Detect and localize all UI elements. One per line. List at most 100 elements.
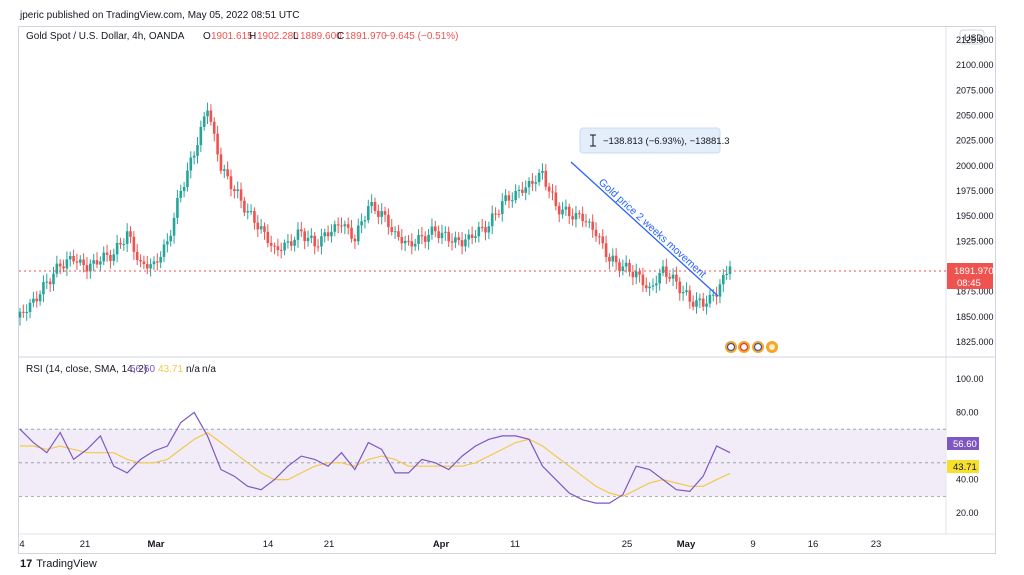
time-axis: 4 21 Mar 14 21 Apr 11 25 May 9 16 23 xyxy=(19,539,881,550)
candlestick-series xyxy=(18,102,732,326)
x-tick-label: Mar xyxy=(148,539,165,550)
candle-body xyxy=(18,311,22,318)
currency-badge[interactable] xyxy=(959,29,985,45)
candle-body xyxy=(340,225,343,227)
candle-body xyxy=(239,189,243,201)
x-tick-label: Apr xyxy=(433,539,450,550)
events-icons[interactable] xyxy=(725,341,778,353)
candle-body xyxy=(678,281,682,294)
candle-body xyxy=(279,249,283,251)
rsi-band xyxy=(19,428,946,497)
candle-body xyxy=(336,224,340,226)
candle-body xyxy=(480,226,484,228)
candle-body xyxy=(601,236,605,244)
candle-body xyxy=(544,170,548,187)
chart-frame[interactable] xyxy=(18,26,996,554)
candle-body xyxy=(460,240,464,247)
x-tick-label: 11 xyxy=(510,539,520,550)
rsi-na-2: n/a xyxy=(202,364,216,375)
ohlc-close-value: 1891.970 xyxy=(345,31,387,42)
candle-body xyxy=(547,186,551,192)
candle-body xyxy=(668,276,672,279)
candle-body xyxy=(253,211,256,223)
candle-body xyxy=(728,266,732,274)
candle-body xyxy=(323,232,327,237)
candle-body xyxy=(25,311,28,313)
candle-body xyxy=(105,252,109,255)
candle-body xyxy=(367,206,370,221)
candle-body xyxy=(665,266,668,277)
candle-body xyxy=(413,243,417,247)
candle-body xyxy=(293,239,296,246)
rsi-title: RSI (14, close, SMA, 14, 2) xyxy=(26,364,147,375)
candle-body xyxy=(494,213,497,215)
candle-body xyxy=(681,292,685,294)
candle-body xyxy=(68,256,72,260)
tradingview-logo-icon: 17 xyxy=(20,558,33,570)
candle-body xyxy=(427,234,430,242)
dividend-icon xyxy=(769,344,775,350)
candle-body xyxy=(152,261,156,265)
candle-body xyxy=(577,213,581,215)
price-tick-label: 2025.000 xyxy=(956,136,994,146)
candle-body xyxy=(303,231,306,242)
candle-body xyxy=(591,221,594,230)
candle-body xyxy=(454,237,457,243)
candle-body xyxy=(417,235,420,244)
candle-body xyxy=(273,245,276,247)
candle-body xyxy=(209,110,213,122)
candle-body xyxy=(450,241,454,243)
candle-body xyxy=(102,252,106,262)
candle-body xyxy=(554,192,558,207)
candle-body xyxy=(521,189,524,193)
x-tick-label: 4 xyxy=(19,539,24,550)
candle-body xyxy=(651,285,655,287)
measure-box[interactable] xyxy=(579,127,721,154)
candle-body xyxy=(628,262,631,272)
candle-body xyxy=(300,229,303,232)
candle-body xyxy=(698,298,702,301)
candle-body xyxy=(229,176,233,190)
trendline[interactable] xyxy=(570,161,719,297)
candle-body xyxy=(199,126,203,146)
ohlc-open-value: 1901.615 xyxy=(211,31,253,42)
candle-body xyxy=(22,311,25,313)
candle-body xyxy=(567,206,571,217)
rsi-value-badge xyxy=(947,437,979,450)
candle-body xyxy=(708,294,712,304)
candle-body xyxy=(400,236,404,244)
candle-body xyxy=(58,263,62,267)
candle-body xyxy=(35,298,39,302)
candle-body xyxy=(537,172,541,183)
candle-body xyxy=(212,121,216,134)
currency-label: USD xyxy=(964,33,984,43)
candle-body xyxy=(82,259,85,266)
candle-body xyxy=(725,273,728,276)
rsi-value-badge-text: 56.60 xyxy=(953,439,977,450)
candle-body xyxy=(581,213,584,222)
candle-body xyxy=(661,266,665,273)
price-tick-label: 1875.000 xyxy=(956,287,994,297)
candle-body xyxy=(266,231,270,244)
candle-body xyxy=(447,231,450,242)
candle-body xyxy=(142,261,146,265)
symbol-title: Gold Spot / U.S. Dollar, 4h, OANDA xyxy=(26,31,185,42)
last-price-badge xyxy=(947,263,993,289)
candle-body xyxy=(109,254,112,261)
rsi-legend-value: 56.60 xyxy=(130,364,155,375)
candle-body xyxy=(393,231,397,233)
candle-body xyxy=(45,281,49,283)
candle-body xyxy=(574,213,578,220)
candle-body xyxy=(320,236,323,247)
us-flag-icon xyxy=(726,342,736,352)
candle-body xyxy=(356,225,360,242)
candle-body xyxy=(75,261,79,263)
candle-body xyxy=(624,262,628,267)
candle-body xyxy=(420,235,424,237)
candle-body xyxy=(383,211,387,215)
candle-body xyxy=(206,110,209,117)
candle-body xyxy=(594,229,598,237)
x-tick-label: 23 xyxy=(871,539,882,550)
price-tick-label: 1925.000 xyxy=(956,236,994,246)
